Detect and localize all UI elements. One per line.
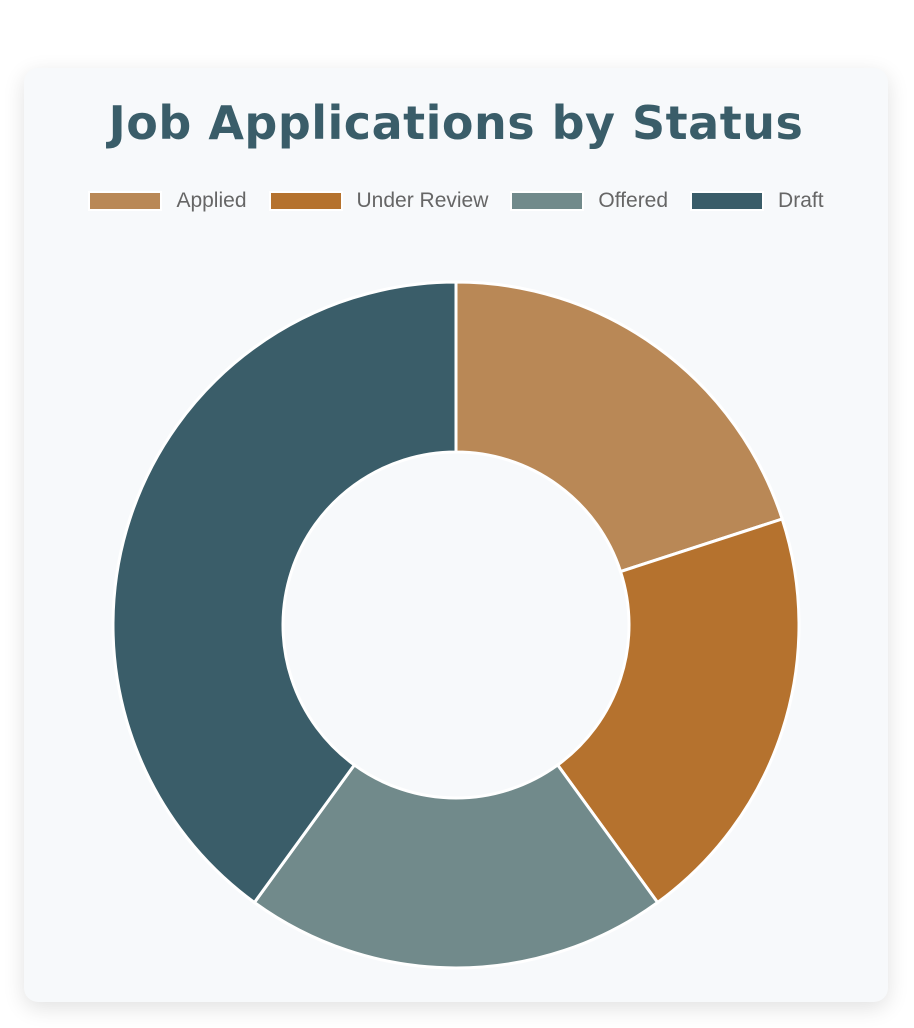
chart-legend: Applied Under Review Offered Draft <box>84 186 828 216</box>
legend-item[interactable]: Under Review <box>268 186 489 216</box>
legend-swatch <box>268 191 343 211</box>
legend-item[interactable]: Applied <box>88 186 247 216</box>
legend-label: Offered <box>598 189 669 212</box>
legend-label: Applied <box>176 189 247 212</box>
slice-applied[interactable] <box>454 280 785 574</box>
slice-offered[interactable] <box>252 762 660 970</box>
legend-swatch <box>690 191 765 211</box>
chart-title: Job Applications by Status <box>108 96 804 150</box>
legend-swatch <box>510 191 585 211</box>
legend-item[interactable]: Draft <box>690 186 824 216</box>
slice-under-review[interactable] <box>555 517 801 905</box>
legend-label: Under Review <box>356 189 489 212</box>
legend-item[interactable]: Offered <box>510 186 668 216</box>
slice-draft[interactable] <box>111 280 458 905</box>
legend-label: Draft <box>778 189 824 212</box>
legend-swatch <box>88 191 163 211</box>
